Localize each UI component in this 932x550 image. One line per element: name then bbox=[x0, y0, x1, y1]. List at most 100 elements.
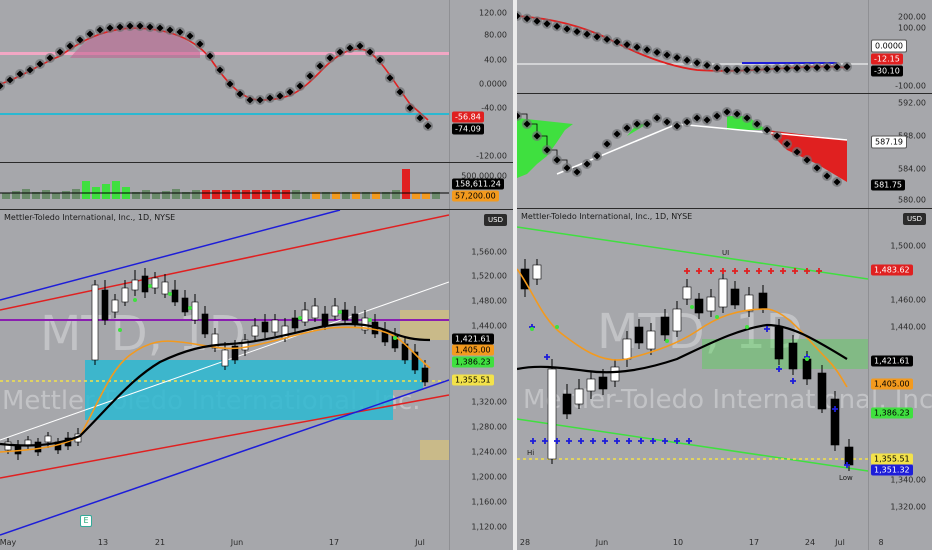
blue-plus-marker bbox=[590, 438, 596, 444]
diamond-dot bbox=[603, 35, 611, 43]
diamond-dot bbox=[733, 66, 741, 74]
green-dot bbox=[715, 315, 719, 319]
white-trend bbox=[676, 123, 848, 141]
green-channel-lower bbox=[517, 418, 868, 472]
green-cloud bbox=[607, 124, 647, 148]
diamond-dot bbox=[306, 72, 314, 80]
volume-bar bbox=[62, 191, 70, 199]
candle-body bbox=[231, 345, 239, 361]
diamond-dot bbox=[763, 65, 771, 73]
diamond-dot bbox=[424, 122, 432, 130]
diamond-dot bbox=[517, 112, 521, 120]
candle-body bbox=[341, 309, 349, 321]
left-price-pane[interactable]: MTD, 1D Mettler-Toledo International, In… bbox=[0, 210, 513, 550]
diamond-dot bbox=[396, 88, 404, 96]
candle-body bbox=[718, 278, 728, 308]
candle-body bbox=[817, 372, 827, 410]
diamond-dot bbox=[743, 66, 751, 74]
diamond-dot bbox=[583, 30, 591, 38]
candle-body bbox=[598, 376, 608, 390]
diamond-dot bbox=[693, 114, 701, 122]
volume-bar bbox=[52, 193, 60, 199]
red-plus-marker bbox=[744, 268, 750, 274]
blue-plus-marker bbox=[686, 438, 692, 444]
diamond-dot bbox=[553, 22, 561, 30]
black-ma bbox=[0, 322, 431, 447]
axis-tick: 100.00 bbox=[898, 23, 926, 33]
green-dot bbox=[338, 310, 342, 314]
diamond-dot bbox=[593, 33, 601, 41]
diamond-dot bbox=[833, 178, 841, 186]
candle-body bbox=[331, 305, 339, 317]
price-badge: 1,405.00 bbox=[452, 344, 494, 356]
diamond-dot bbox=[643, 46, 651, 54]
diamond-dot bbox=[416, 114, 424, 122]
earnings-icon[interactable]: E bbox=[80, 515, 92, 527]
currency-button[interactable]: USD bbox=[903, 213, 926, 225]
right-oscillator-pane[interactable]: 200.00 100.00 -100.00 0.0000 -12.15 -30.… bbox=[517, 0, 932, 93]
candle-body bbox=[201, 313, 209, 335]
diamond-dot bbox=[266, 94, 274, 102]
hi-label: Hi bbox=[527, 449, 535, 457]
volume-bar bbox=[22, 189, 30, 199]
osc-dots bbox=[517, 11, 852, 75]
candle-body bbox=[181, 297, 189, 313]
right-price-axis: USD 1,500.00 1,460.00 1,440.00 1,340.00 … bbox=[868, 209, 932, 550]
blue-plus-marker bbox=[832, 406, 838, 412]
volume-bar bbox=[32, 192, 40, 199]
price-badge: 1,355.51 bbox=[871, 453, 913, 465]
axis-tick: 80.00 bbox=[484, 30, 507, 40]
volume-bar bbox=[232, 190, 240, 199]
axis-tick: 1,240.00 bbox=[471, 447, 507, 457]
diamond-dot bbox=[643, 120, 651, 128]
x-tick: Jul bbox=[835, 538, 845, 547]
volume-bar bbox=[412, 193, 420, 199]
diamond-dot bbox=[186, 32, 194, 40]
volume-bar bbox=[342, 192, 350, 199]
volume-bar bbox=[292, 190, 300, 199]
volume-badge: 57,200.00 bbox=[452, 190, 499, 202]
volume-bar bbox=[302, 192, 310, 199]
volume-bar bbox=[312, 192, 320, 199]
right-mid-pane[interactable]: 592.00 588.00 584.00 580.00 587.19 581.7… bbox=[517, 94, 932, 208]
volume-bar bbox=[392, 190, 400, 199]
candle-body bbox=[131, 279, 139, 291]
candle-body bbox=[271, 319, 279, 333]
left-oscillator-pane[interactable]: 120.00 80.00 40.00 0.0000 -40.00 -120.00… bbox=[0, 0, 513, 162]
green-dot bbox=[530, 327, 534, 331]
right-price-pane[interactable]: MTD, 1D Mettler-Toledo International, In… bbox=[517, 209, 932, 550]
candle-body bbox=[682, 286, 692, 300]
volume-badge: 158,611.24 bbox=[452, 178, 504, 190]
diamond-dot bbox=[386, 74, 394, 82]
volume-bar bbox=[12, 191, 20, 199]
pane-divider bbox=[517, 93, 932, 94]
blue-plus-marker bbox=[554, 438, 560, 444]
currency-button[interactable]: USD bbox=[484, 214, 507, 226]
plus-markers bbox=[529, 268, 850, 468]
x-tick: Jul bbox=[415, 538, 425, 547]
volume-profile-zone bbox=[420, 440, 449, 460]
axis-tick: 1,280.00 bbox=[471, 422, 507, 432]
candle-body bbox=[161, 281, 169, 295]
volume-bar bbox=[82, 181, 90, 199]
diamond-dot bbox=[286, 88, 294, 96]
green-channel-upper bbox=[517, 226, 868, 280]
blue-plus-marker bbox=[566, 438, 572, 444]
candle-body bbox=[251, 325, 259, 337]
volume-bar bbox=[282, 190, 290, 199]
left-volume-pane[interactable]: 500,000.00 158,611.24 57,200.00 bbox=[0, 163, 513, 209]
x-tick: Jun bbox=[595, 538, 609, 547]
blue-plus-marker bbox=[764, 326, 770, 332]
green-dot bbox=[148, 284, 152, 288]
x-tick: Jun bbox=[230, 538, 244, 547]
panel-separator[interactable] bbox=[513, 0, 517, 550]
diamond-dot bbox=[226, 80, 234, 88]
diamond-dot bbox=[813, 164, 821, 172]
price-badge: 1,351.32 bbox=[871, 464, 913, 476]
volume-bar bbox=[152, 193, 160, 199]
green-dots bbox=[118, 284, 397, 340]
diamond-dot bbox=[803, 64, 811, 72]
diamond-dot bbox=[693, 59, 701, 67]
candle-body bbox=[758, 292, 768, 310]
